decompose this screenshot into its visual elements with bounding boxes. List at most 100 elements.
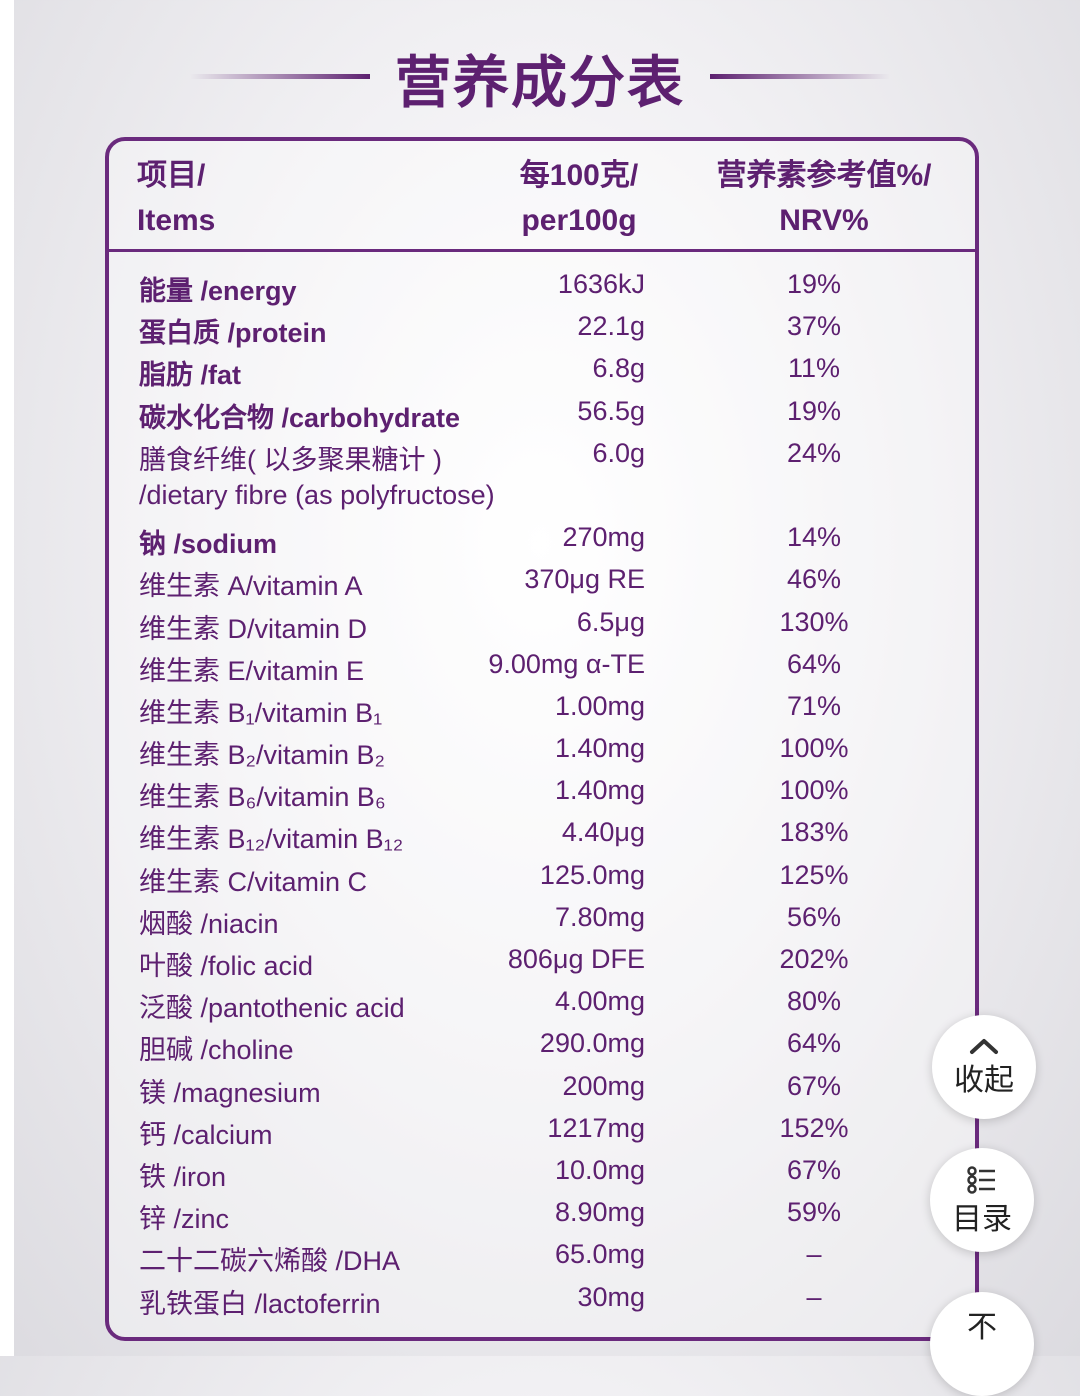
nutrient-name: 乳铁蛋白 /lactoferrin — [139, 1288, 381, 1319]
nutrient-value: 65.0mg — [554, 1239, 645, 1270]
nutrient-name: 膳食纤维( 以多聚果糖计 ) — [139, 444, 442, 475]
nutrient-name: 维生素 B₁₂/vitamin B₁₂ — [139, 824, 404, 855]
table-row: 二十二碳六烯酸 /DHA 65.0mg – — [109, 1235, 975, 1277]
nutrient-name: 钙 /calcium — [139, 1119, 273, 1150]
nutrient-name: 维生素 E/vitamin E — [139, 655, 365, 686]
table-row: 维生素 E/vitamin E 9.00mg α-TE 64% — [109, 645, 975, 687]
table-row: 能量 /energy 1636kJ 19% — [109, 265, 975, 307]
table-body: 能量 /energy 1636kJ 19% 蛋白质 /protein 22.1g 37% 脂… — [109, 265, 975, 1320]
nutrient-nrv: 100% — [779, 775, 849, 806]
nutrient-nrv: 80% — [786, 986, 842, 1017]
nutrient-name: 能量 /energy — [139, 276, 297, 306]
table-row: /dietary fibre (as polyfructose) — [109, 476, 975, 518]
nutrient-name: 碳水化合物 /carbohydrate — [139, 402, 461, 433]
page-title: 营养成分表 — [395, 51, 685, 114]
nutrient-value: 4.40μg — [561, 817, 645, 848]
nutrient-value: 290.0mg — [539, 1028, 645, 1059]
nutrient-nrv: 64% — [786, 648, 842, 679]
table-row: 维生素 B₁/vitamin B₁ 1.00mg 71% — [109, 687, 975, 729]
nutrient-name: 二十二碳六烯酸 /DHA — [139, 1246, 401, 1277]
nutrient-value: 370μg RE — [524, 564, 645, 595]
nutrient-value: 22.1g — [577, 311, 645, 342]
nutrient-nrv: – — [806, 1281, 822, 1312]
nutrient-nrv: 125% — [779, 859, 849, 890]
collapse-button[interactable]: 收起 — [932, 1015, 1036, 1119]
nutrient-nrv: 183% — [779, 817, 849, 848]
nutrient-name: 钠 /sodium — [139, 529, 278, 560]
nutrient-nrv: 130% — [779, 606, 849, 637]
nutrient-value: 1.40mg — [554, 733, 645, 764]
nutrient-value: 10.0mg — [554, 1154, 645, 1185]
nutrient-value: 30mg — [577, 1281, 645, 1312]
title-row: 营养成分表 — [0, 38, 1080, 118]
table-row: 维生素 A/vitamin A 370μg RE 46% — [109, 560, 975, 602]
nutrient-value: 125.0mg — [539, 859, 645, 890]
nutrient-nrv: 67% — [786, 1154, 842, 1185]
nutrient-nrv: 37% — [786, 311, 842, 342]
nutrient-value: 1.40mg — [554, 775, 645, 806]
table-row: 维生素 B₂/vitamin B₂ 1.40mg 100% — [109, 729, 975, 771]
header-per100g: 每100克/ per100g — [469, 153, 689, 243]
nutrient-name: /dietary fibre (as polyfructose) — [139, 479, 495, 510]
header-per100g-cn: 每100克/ — [519, 159, 639, 192]
table-row: 维生素 D/vitamin D 6.5μg 130% — [109, 603, 975, 645]
nutrition-table: 项目/ Items 每100克/ per100g 营养素参考值%/ NRV% 能… — [105, 137, 979, 1341]
nutrient-nrv: 24% — [786, 437, 842, 468]
table-row: 维生素 B₁₂/vitamin B₁₂ 4.40μg 183% — [109, 813, 975, 855]
to-bottom-button[interactable]: 不 — [930, 1292, 1034, 1396]
table-row: 钠 /sodium 270mg 14% — [109, 518, 975, 560]
nutrient-name: 胆碱 /choline — [139, 1035, 294, 1066]
nutrient-value: 1636kJ — [557, 269, 645, 299]
table-row: 叶酸 /folic acid 806μg DFE 202% — [109, 940, 975, 982]
nutrient-nrv: 59% — [786, 1197, 842, 1228]
toc-label: 目录 — [952, 1203, 1012, 1236]
table-row: 维生素 B₆/vitamin B₆ 1.40mg 100% — [109, 771, 975, 813]
nutrient-value: 7.80mg — [554, 901, 645, 932]
nutrient-value: 6.8g — [592, 353, 645, 384]
table-row: 碳水化合物 /carbohydrate 56.5g 19% — [109, 392, 975, 434]
table-row: 膳食纤维( 以多聚果糖计 ) 6.0g 24% — [109, 434, 975, 476]
nutrient-nrv: 11% — [787, 353, 841, 384]
nutrient-nrv: 67% — [786, 1070, 842, 1101]
nutrient-name: 烟酸 /niacin — [139, 908, 279, 939]
table-row: 脂肪 /fat 6.8g 11% — [109, 349, 975, 391]
nutrient-nrv: 19% — [786, 269, 842, 299]
table-row: 镁 /magnesium 200mg 67% — [109, 1067, 975, 1109]
to-bottom-label: 不 — [967, 1311, 997, 1344]
header-items: 项目/ Items — [137, 153, 215, 243]
table-row: 钙 /calcium 1217mg 152% — [109, 1109, 975, 1151]
nutrient-nrv: 152% — [779, 1112, 849, 1143]
nutrient-nrv: 19% — [786, 395, 842, 426]
nutrient-value: 200mg — [562, 1070, 645, 1101]
title-divider-right — [710, 74, 890, 79]
toc-button[interactable]: 目录 — [930, 1148, 1034, 1252]
table-row: 蛋白质 /protein 22.1g 37% — [109, 307, 975, 349]
nutrient-name: 维生素 B₂/vitamin B₂ — [139, 740, 386, 771]
nutrient-value: 9.00mg α-TE — [488, 648, 645, 679]
header-items-en: Items — [137, 204, 216, 237]
nutrient-name: 脂肪 /fat — [139, 360, 242, 391]
table-header: 项目/ Items 每100克/ per100g 营养素参考值%/ NRV% — [109, 141, 975, 252]
nutrient-nrv: 202% — [779, 944, 849, 974]
table-row: 泛酸 /pantothenic acid 4.00mg 80% — [109, 982, 975, 1024]
nutrient-value: 270mg — [562, 522, 645, 553]
nutrient-value: 1.00mg — [554, 690, 645, 721]
table-row: 胆碱 /choline 290.0mg 64% — [109, 1024, 975, 1066]
title-divider-left — [190, 74, 370, 79]
header-nrv: 营养素参考值%/ NRV% — [709, 153, 939, 243]
collapse-label: 收起 — [954, 1064, 1014, 1097]
table-row: 乳铁蛋白 /lactoferrin 30mg – — [109, 1278, 975, 1320]
nutrient-nrv: 64% — [786, 1028, 842, 1059]
nutrient-nrv: 71% — [786, 690, 842, 721]
nutrient-value: 56.5g — [577, 395, 645, 426]
nutrient-name: 维生素 B₁/vitamin B₁ — [139, 697, 383, 728]
nutrient-name: 维生素 C/vitamin C — [139, 866, 368, 897]
table-row: 维生素 C/vitamin C 125.0mg 125% — [109, 856, 975, 898]
list-icon — [930, 1166, 1034, 1198]
nutrient-nrv: 46% — [786, 564, 842, 595]
nutrient-name: 镁 /magnesium — [139, 1077, 321, 1108]
header-nrv-en: NRV% — [779, 204, 869, 237]
nutrient-name: 维生素 D/vitamin D — [139, 613, 368, 644]
nutrient-value: 4.00mg — [554, 986, 645, 1017]
nutrient-value: 806μg DFE — [507, 944, 645, 974]
